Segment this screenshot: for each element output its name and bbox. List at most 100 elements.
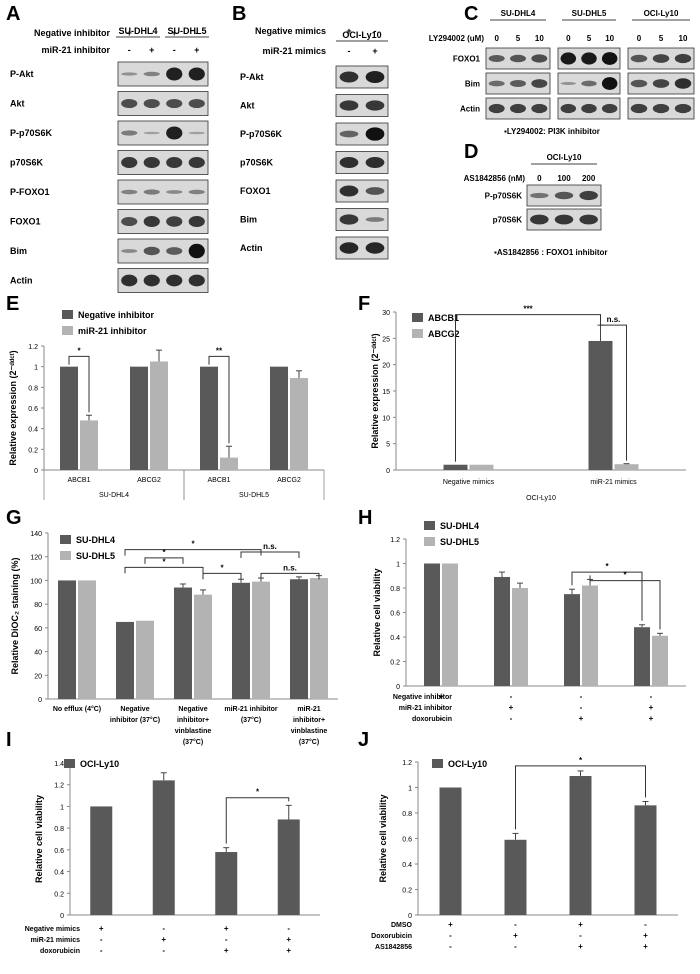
band-p-p70s6k	[143, 131, 160, 135]
blot-label-actin: Actin	[460, 105, 480, 114]
band-bim	[531, 79, 548, 88]
treatment-sign: +	[149, 45, 154, 55]
band-p-p70s6k	[365, 127, 385, 141]
band-p-akt	[188, 67, 205, 81]
treatment-sign: +	[513, 931, 518, 940]
treatment-sign: -	[225, 935, 228, 944]
band-bim	[365, 217, 385, 222]
bar-su-dhl4	[174, 587, 192, 699]
band-foxo1	[166, 216, 183, 227]
band-p-akt	[365, 70, 385, 84]
y-tick-label: 40	[34, 650, 42, 657]
band-p-akt	[166, 67, 183, 81]
bar-su-dhl4	[634, 627, 650, 686]
band-bim	[121, 249, 138, 253]
y-tick-label: 30	[382, 310, 390, 317]
band-bim	[188, 243, 205, 259]
blot-strip-bim	[335, 208, 389, 231]
treatment-sign: -	[580, 703, 583, 712]
dose-value: 100	[557, 174, 571, 183]
treatment-label-doxorubicin: doxorubicin	[412, 716, 452, 723]
band-p-akt	[121, 72, 138, 76]
blot-label-bim: Bim	[465, 80, 480, 89]
y-tick-label: 1.4	[54, 761, 64, 768]
y-tick-label: 0.8	[402, 811, 412, 818]
y-tick-label: 20	[382, 363, 390, 370]
blot-label-akt: Akt	[10, 99, 25, 109]
cell-line-label-oci-ly10: OCI-Ly10	[547, 153, 582, 162]
bar-su-dhl5	[310, 578, 328, 699]
y-tick-label: 0.4	[390, 635, 400, 642]
dose-value: 10	[605, 34, 614, 43]
bar-su-dhl4	[494, 576, 510, 686]
x-tick-label: ABCG2	[277, 477, 301, 484]
bar-su-dhl5	[582, 585, 598, 686]
bar-negative-inhibitor	[270, 366, 288, 470]
y-axis-label: Relative expression (2⁻ᵈᵈᶜᵗ)	[8, 350, 18, 465]
treatment-sign: -	[580, 692, 583, 701]
x-tick-label: vinblastine	[291, 728, 328, 735]
panel-label-d: D	[464, 141, 478, 163]
treatment-sign: +	[448, 920, 453, 929]
bar-mir-21-inhibitor	[220, 457, 238, 470]
significance-h-0-label: *	[605, 562, 609, 571]
treatment-sign: +	[372, 46, 377, 56]
y-tick-label: 0.8	[28, 385, 38, 392]
band-p-p70s6k	[121, 130, 138, 136]
significance-h-1-label: *	[623, 571, 627, 580]
treatment-sign: -	[287, 924, 290, 933]
y-axis-label: Relative cell viability	[34, 795, 44, 883]
y-tick-label: 0	[396, 684, 400, 691]
band-p70s6k	[143, 156, 160, 169]
treatment-sign: -	[374, 26, 377, 36]
dose-value: 10	[535, 34, 544, 43]
y-tick-label: 0	[60, 913, 64, 920]
y-tick-label: 0.6	[54, 848, 64, 855]
legend-label-oci-ly10: OCI-Ly10	[80, 759, 119, 769]
band-p-foxo1	[121, 189, 138, 195]
y-tick-label: 1.2	[54, 783, 64, 790]
cell-line-label-su-dhl5: SU-DHL5	[572, 9, 607, 18]
band-p-p70s6k	[579, 190, 598, 201]
band-bim	[166, 247, 183, 255]
panel-label-f: F	[358, 293, 370, 315]
treatment-sign: -	[440, 703, 443, 712]
legend-swatch-abcg2	[412, 329, 423, 338]
significance-g-4-bracket	[240, 551, 300, 558]
legend-swatch-su-dhl4	[60, 535, 71, 544]
band-p70s6k	[166, 156, 183, 169]
band-foxo1	[652, 54, 670, 63]
band-p-p70s6k	[166, 126, 183, 140]
blot-strip-akt	[335, 94, 389, 117]
significance-g-0-label: *	[191, 540, 195, 549]
significance-e-1-bracket	[208, 355, 230, 444]
bar-negative-inhibitor	[60, 366, 78, 470]
y-tick-label: 100	[30, 578, 42, 585]
bar-oci-ly10	[504, 839, 527, 915]
y-tick-label: 0.4	[402, 862, 412, 869]
treatment-label-negative-inhibitor: Negative inhibitor	[393, 694, 452, 701]
x-tick-label: inhibitor+	[293, 717, 325, 724]
bar-mir-21-inhibitor	[290, 378, 308, 470]
y-tick-label: 0.6	[402, 837, 412, 844]
band-foxo1	[365, 187, 385, 195]
band-actin	[652, 103, 670, 114]
bar-su-dhl4	[290, 579, 308, 699]
x-tick-label: (37°C)	[241, 716, 261, 724]
y-tick-label: 0	[386, 468, 390, 475]
group-label-su-dhl5: SU-DHL5	[239, 492, 269, 499]
y-tick-label: 5	[386, 442, 390, 449]
band-akt	[339, 100, 359, 111]
band-akt	[143, 98, 160, 109]
y-axis-label: Relative DiOC₂ staining (%)	[10, 557, 20, 674]
band-p-akt	[143, 71, 160, 77]
dose-value: 5	[516, 34, 521, 43]
significance-e-0-label: *	[77, 346, 81, 355]
chart-f: 0 5 10 15 20 25 30 Relative expression (2⁻ᵈᵈᶜᵗ)…	[370, 305, 686, 502]
band-actin	[581, 103, 597, 114]
legend-label-negative-inhibitor: Negative inhibitor	[78, 310, 155, 320]
note-d: ▪AS1842856 : FOXO1 inhibitor	[494, 248, 608, 257]
dose-value: 10	[679, 34, 688, 43]
dose-label-ly294002-um: LY294002 (uM)	[429, 34, 485, 43]
bar-su-dhl4	[58, 580, 76, 699]
